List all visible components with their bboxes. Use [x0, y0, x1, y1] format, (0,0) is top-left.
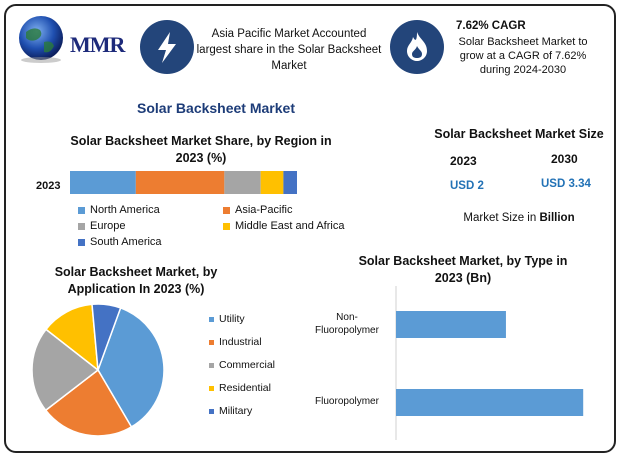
type-bar-fluoropolymer: [396, 389, 584, 416]
legend-residential: Residential: [209, 382, 271, 394]
type-bar-chart: [395, 286, 584, 440]
type-bar-non-fluoropolymer: [396, 311, 506, 338]
year-2023-label: 2023: [450, 154, 477, 168]
region-segment-north-america: [70, 171, 136, 194]
value-2030: USD 3.34: [541, 178, 591, 190]
apac-share-text: Asia Pacific Market Accounted largest sh…: [196, 28, 382, 72]
region-chart-title: Solar Backsheet Market Share, by Region …: [70, 134, 332, 165]
legend-swatch: [209, 408, 214, 414]
legend-label: Europe: [90, 220, 126, 232]
pie-slice-military: [91, 303, 122, 371]
legend-swatch: [209, 339, 214, 345]
region-segment-asia-pacific: [135, 171, 225, 194]
cagr-text: Solar Backsheet Market to grow at a CAGR…: [458, 36, 588, 76]
logo-text: MMR: [70, 32, 125, 57]
legend-swatch: [223, 222, 230, 230]
legend-industrial: Industrial: [209, 336, 262, 348]
infographic-frame: MMR Asia Pacific Market Accounted larges…: [4, 4, 616, 453]
legend-swatch: [78, 206, 85, 214]
legend-military: Military: [209, 405, 252, 417]
flame-badge: [390, 20, 444, 74]
lightning-badge: [140, 20, 194, 74]
type-label-fluoropolymer: Fluoropolymer: [302, 395, 392, 408]
cagr-title: 7.62% CAGR: [456, 20, 526, 32]
legend-utility: Utility: [209, 313, 245, 325]
legend-label: North America: [90, 204, 160, 216]
legend-label: Asia-Pacific: [235, 204, 293, 216]
type-chart-title: Solar Backsheet Market, by Type in 2023 …: [358, 254, 568, 285]
type-label-line: Fluoropolymer: [315, 325, 379, 336]
legend-label: Commercial: [219, 359, 276, 371]
footnote-unit: Billion: [539, 212, 575, 224]
legend-label: South America: [90, 236, 162, 248]
lightning-icon: [158, 32, 176, 63]
region-year-label: 2023: [36, 180, 61, 192]
application-pie-chart: [31, 303, 165, 437]
main-title: Solar Backsheet Market: [137, 100, 295, 116]
legend-swatch: [209, 362, 214, 368]
region-segment-europe: [224, 171, 261, 194]
legend-label: Residential: [219, 382, 271, 394]
legend-swatch: [223, 206, 230, 214]
year-2030-label: 2030: [551, 152, 578, 166]
market-size-footnote: Market Size in Billion: [444, 212, 594, 224]
region-segment-south-america: [283, 171, 297, 194]
pie-slice-industrial: [44, 368, 133, 437]
globe-icon: [19, 16, 63, 63]
type-label-line: Fluoropolymer: [315, 396, 379, 407]
footnote-prefix: Market Size in: [463, 212, 540, 224]
region-stacked-bar: [70, 171, 297, 194]
type-label-line: Non-: [336, 312, 358, 323]
legend-swatch: [209, 316, 214, 322]
flame-icon: [407, 32, 427, 61]
region-segment-middle-east-and-africa: [260, 171, 284, 194]
type-label-non-fluoropolymer: Non- Fluoropolymer: [302, 311, 392, 337]
legend-swatch: [78, 222, 85, 230]
application-chart-title: Solar Backsheet Market, by Application I…: [54, 265, 218, 296]
legend-europe: Europe: [78, 220, 125, 232]
value-2023: USD 2: [450, 180, 484, 192]
legend-north-america: North America: [78, 204, 160, 216]
legend-south-america: South America: [78, 236, 162, 248]
legend-label: Industrial: [219, 336, 262, 348]
legend-swatch: [209, 385, 214, 391]
market-size-title: Solar Backsheet Market Size: [434, 127, 604, 141]
legend-commercial: Commercial: [209, 359, 275, 371]
legend-swatch: [78, 238, 85, 246]
legend-label: Military: [219, 405, 253, 417]
pie-slice-commercial: [31, 328, 100, 412]
legend-label: Utility: [219, 313, 245, 325]
mmr-logo: MMR: [14, 12, 134, 72]
legend-asia-pacific: Asia-Pacific: [223, 204, 292, 216]
legend-label: Middle East and Africa: [235, 220, 345, 232]
legend-middle-east-and-africa: Middle East and Africa: [223, 220, 344, 232]
